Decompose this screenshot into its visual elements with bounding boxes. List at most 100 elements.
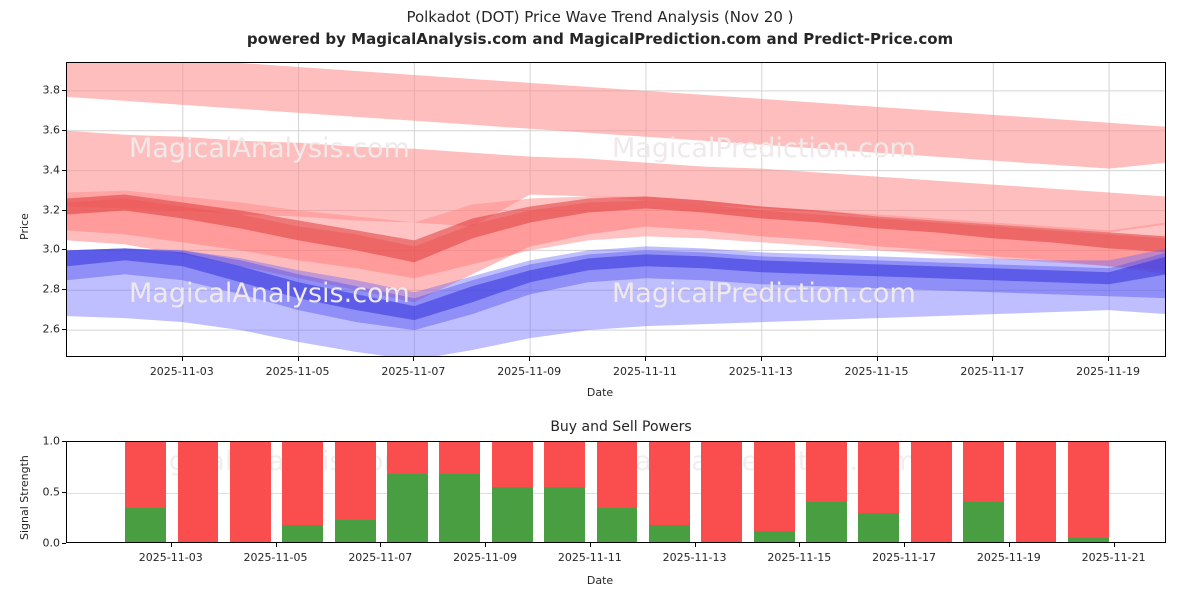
price-xtick-mark (760, 357, 762, 361)
bar-segment-buy[interactable] (806, 502, 847, 542)
bar-segment-sell[interactable] (858, 442, 900, 514)
signal-xtick-label: 2025-11-09 (453, 551, 518, 564)
buy-sell-powers-plot: MagicalAnalysis.com MagicalPrediction.co… (66, 441, 1166, 543)
bar-segment-sell[interactable] (910, 442, 952, 542)
wave-band-resistance-outer-upper (67, 63, 1165, 169)
signal-xtick-label: 2025-11-05 (243, 551, 308, 564)
bar-segment-sell[interactable] (177, 442, 219, 542)
bar-segment-sell[interactable] (753, 442, 795, 531)
signal-xtick-mark (170, 543, 172, 547)
bar-segment-buy[interactable] (544, 486, 586, 542)
signal-xtick-label: 2025-11-03 (138, 551, 203, 564)
price-ytick-mark (62, 169, 66, 171)
bar-segment-sell[interactable] (1015, 442, 1057, 542)
price-xtick-label: 2025-11-13 (728, 365, 793, 378)
bar-segment-buy[interactable] (125, 508, 166, 542)
price-xtick-label: 2025-11-11 (612, 365, 677, 378)
bar-segment-buy[interactable] (596, 508, 638, 542)
page-subtitle: powered by MagicalAnalysis.com and Magic… (246, 30, 954, 48)
bar-segment-buy[interactable] (387, 473, 428, 542)
price-ytick-label: 3.6 (42, 123, 61, 137)
bar-segment-sell[interactable] (1068, 442, 1109, 538)
wave-band-resistance-core (67, 194, 1165, 263)
price-xtick-label: 2025-11-05 (265, 365, 330, 378)
price-xtick-mark (1108, 357, 1110, 361)
bar-segment-buy[interactable] (491, 486, 533, 542)
bar-segment-sell[interactable] (125, 442, 166, 509)
signal-ytick-mark (62, 492, 66, 493)
signal-xtick-mark (799, 543, 801, 547)
bar-segment-buy[interactable] (753, 530, 795, 542)
signal-ytick-mark (62, 441, 66, 442)
price-ytick-label: 3.8 (42, 83, 61, 97)
signal-xtick-mark (1113, 543, 1115, 547)
bar-segment-buy[interactable] (1068, 537, 1109, 542)
price-ytick-label: 3.4 (42, 163, 61, 177)
wave-band-resistance-outer-lower (67, 130, 1165, 233)
price-ytick-mark (62, 209, 66, 211)
bar-segment-sell[interactable] (491, 442, 533, 487)
price-xtick-label: 2025-11-09 (497, 365, 562, 378)
powers-xaxis-title: Date (586, 574, 614, 587)
price-xtick-mark (644, 357, 646, 361)
price-xtick-mark (181, 357, 183, 361)
bar-segment-sell[interactable] (282, 442, 324, 525)
bars-layer (67, 442, 1165, 542)
price-ytick-mark (62, 89, 66, 91)
signal-xtick-label: 2025-11-17 (872, 551, 937, 564)
bar-segment-buy[interactable] (282, 524, 324, 542)
bar-segment-buy[interactable] (648, 524, 690, 542)
price-ytick-mark (62, 249, 66, 251)
bar-segment-buy[interactable] (334, 519, 376, 542)
bar-segment-buy[interactable] (963, 502, 1005, 542)
signal-ytick-label: 1.0 (42, 434, 61, 448)
signal-ytick-label: 0.0 (42, 536, 61, 550)
signal-ytick-label: 0.5 (42, 485, 61, 499)
signal-xtick-label: 2025-11-07 (348, 551, 413, 564)
bar-segment-sell[interactable] (544, 442, 586, 487)
price-xtick-label: 2025-11-19 (1076, 365, 1141, 378)
bar-segment-sell[interactable] (334, 442, 376, 520)
price-ytick-label: 3.2 (42, 203, 61, 216)
bar-segment-sell[interactable] (963, 442, 1005, 503)
price-xtick-label: 2025-11-15 (844, 365, 909, 378)
powers-panel-title: Buy and Sell Powers (550, 419, 692, 435)
bar-segment-sell[interactable] (439, 442, 481, 474)
signal-xtick-mark (694, 543, 696, 547)
price-xtick-mark (876, 357, 878, 361)
signal-xtick-label: 2025-11-11 (557, 551, 622, 564)
bar-segment-sell[interactable] (701, 442, 743, 542)
signal-xtick-mark (275, 543, 277, 547)
price-xtick-label: 2025-11-17 (960, 365, 1025, 378)
wave-band-support-core (67, 248, 1165, 321)
signal-xtick-mark (904, 543, 906, 547)
price-ytick-mark (62, 129, 66, 131)
price-ytick-label: 2.6 (42, 322, 61, 336)
bar-segment-sell[interactable] (387, 442, 428, 474)
price-wave-svg (67, 63, 1165, 356)
bar-segment-sell[interactable] (806, 442, 847, 503)
signal-xtick-label: 2025-11-15 (767, 551, 832, 564)
signal-xtick-label: 2025-11-19 (976, 551, 1041, 564)
price-xtick-mark (529, 357, 531, 361)
bar-segment-sell[interactable] (596, 442, 638, 509)
bar-segment-sell[interactable] (229, 442, 271, 542)
signal-ytick-mark (62, 543, 66, 544)
price-ytick-label: 3.0 (42, 242, 61, 256)
price-xtick-mark (413, 357, 415, 361)
price-ytick-mark (62, 329, 66, 331)
bar-segment-buy[interactable] (858, 513, 900, 542)
signal-xtick-label: 2025-11-21 (1081, 551, 1146, 564)
price-xaxis-title: Date (586, 386, 614, 399)
price-wave-plot: MagicalAnalysis.com MagicalPrediction.co… (66, 62, 1166, 357)
price-ytick-label: 2.8 (42, 282, 61, 296)
signal-xtick-mark (589, 543, 591, 547)
price-ytick-mark (62, 289, 66, 291)
signal-xtick-mark (380, 543, 382, 547)
bar-segment-sell[interactable] (648, 442, 690, 525)
price-xtick-mark (297, 357, 299, 361)
price-xtick-label: 2025-11-03 (149, 365, 214, 378)
price-xtick-label: 2025-11-07 (381, 365, 446, 378)
bar-segment-buy[interactable] (439, 473, 481, 542)
